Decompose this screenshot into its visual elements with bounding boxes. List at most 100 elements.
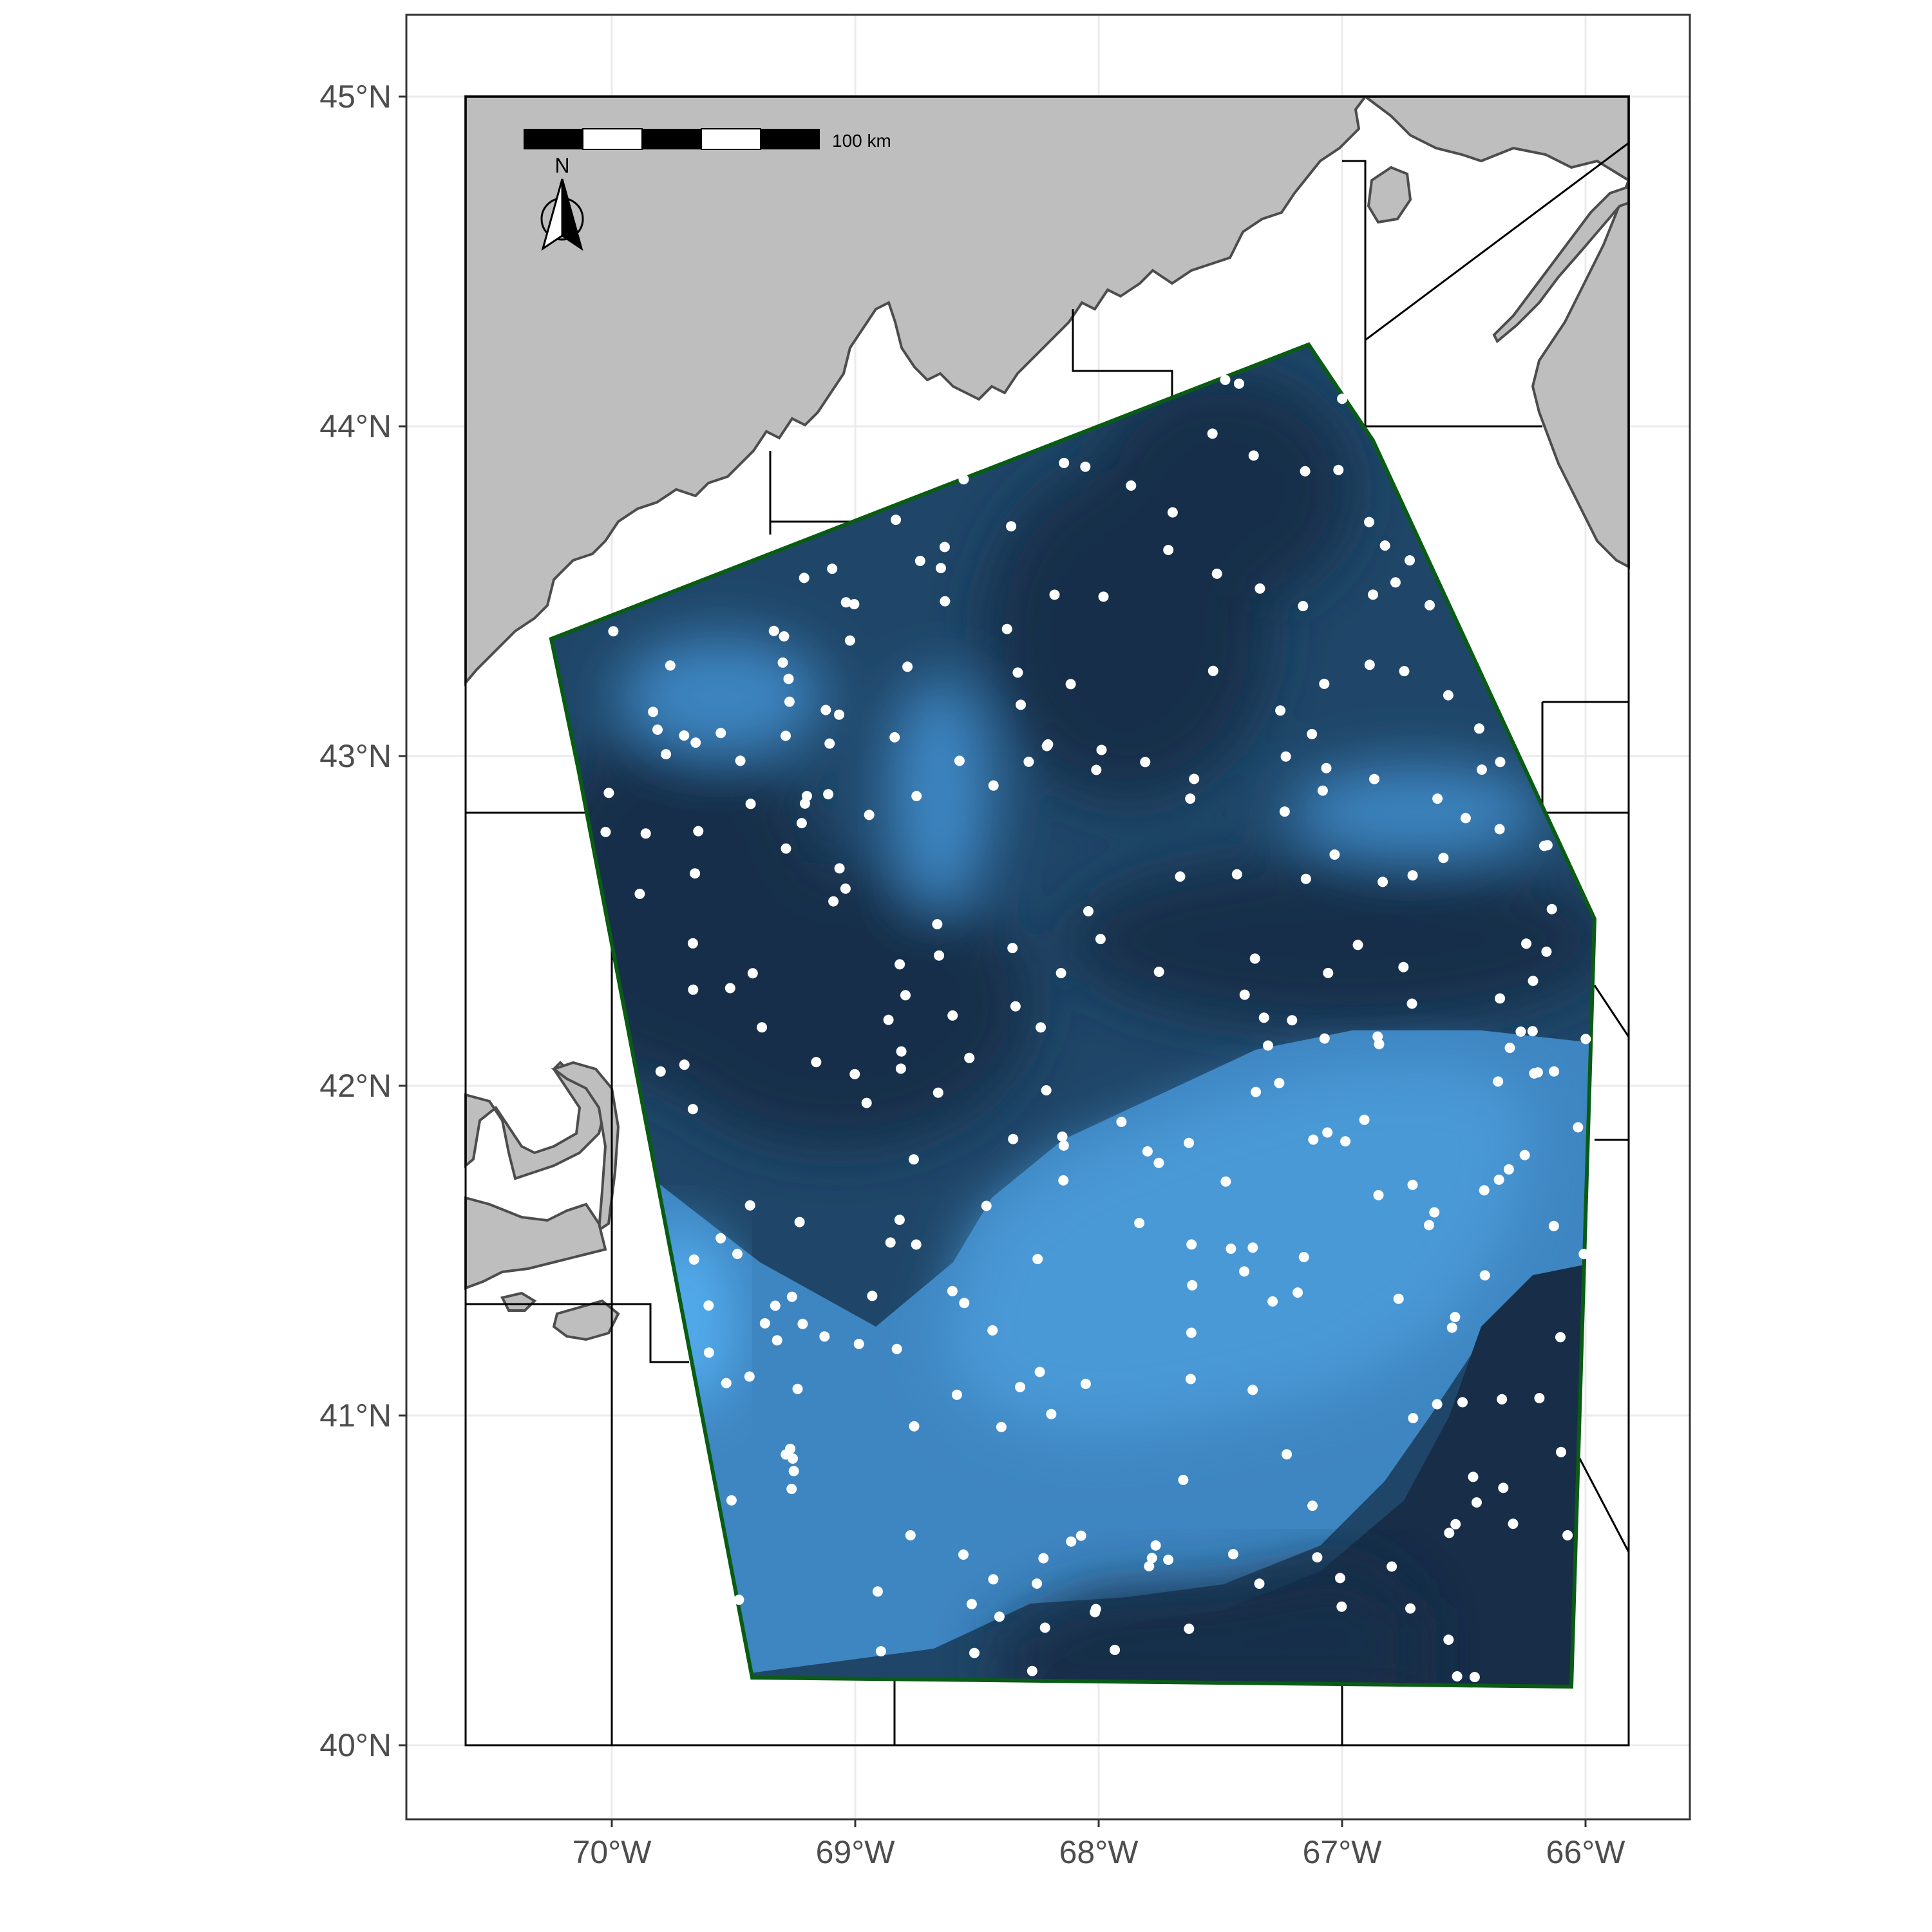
station-point (744, 1200, 755, 1211)
station-point (1016, 699, 1027, 710)
station-point (834, 709, 844, 720)
station-point (1498, 1482, 1509, 1493)
station-point (1334, 1573, 1345, 1584)
station-point (1443, 690, 1454, 701)
station-point (911, 1239, 922, 1250)
station-point (840, 883, 851, 894)
station-point (1424, 1220, 1434, 1231)
station-point (1444, 1528, 1455, 1539)
station-point (1479, 1185, 1490, 1196)
station-point (1329, 849, 1340, 860)
station-point (875, 1646, 886, 1657)
station-point (1578, 1249, 1589, 1260)
station-point (891, 1343, 902, 1354)
station-point (864, 810, 875, 820)
slope-deep-east (1018, 1262, 1595, 1687)
station-point (648, 706, 659, 717)
station-point (895, 959, 905, 970)
station-point (1110, 1645, 1121, 1655)
station-point (954, 755, 965, 766)
station-point (1573, 1122, 1584, 1133)
station-point (786, 1484, 797, 1494)
station-point (1432, 793, 1443, 804)
station-point (988, 780, 999, 791)
station-point (885, 1237, 896, 1248)
station-point (1562, 1530, 1573, 1540)
station-point (947, 1010, 958, 1021)
station-point (744, 1371, 755, 1382)
station-point (895, 1063, 906, 1074)
station-point (1006, 521, 1017, 532)
station-point (1293, 1287, 1303, 1298)
station-point (902, 661, 913, 672)
scale-bar-label: 100 km (832, 131, 891, 151)
boundary-line (1342, 160, 1367, 426)
station-point (1274, 1077, 1285, 1088)
nantucket-island (552, 1299, 620, 1341)
station-point (1184, 1137, 1195, 1148)
station-point (966, 1598, 977, 1609)
station-point (951, 1389, 962, 1400)
station-point (661, 749, 672, 760)
station-point (1300, 873, 1311, 884)
depth-zone (889, 676, 992, 908)
station-point (1208, 665, 1218, 676)
station-point (759, 1318, 770, 1329)
station-point (1300, 466, 1311, 477)
station-point (687, 938, 698, 949)
station-point (1319, 1033, 1330, 1044)
station-point (1508, 1519, 1519, 1530)
station-point (1189, 773, 1200, 784)
station-point (849, 1068, 860, 1079)
station-point (779, 631, 790, 642)
station-point (1379, 540, 1390, 551)
station-point (891, 515, 902, 526)
station-point (794, 1217, 805, 1227)
station-point (1580, 1034, 1591, 1045)
station-point (1493, 1076, 1504, 1087)
station-point (1337, 393, 1348, 404)
station-point (909, 1421, 920, 1432)
y-tick-label: 41°N (319, 1397, 392, 1434)
depth-zone (644, 863, 1030, 1146)
maine-coast-land (464, 95, 1368, 687)
station-point (1307, 728, 1318, 739)
station-point (1140, 757, 1151, 768)
station-point (1279, 806, 1290, 817)
station-point (721, 1378, 732, 1388)
station-point (784, 696, 795, 707)
station-point (1267, 1296, 1278, 1307)
station-point (1023, 756, 1034, 767)
station-point (797, 1318, 808, 1329)
station-point (1398, 961, 1409, 972)
scale-bar: 100 km (524, 128, 891, 151)
scale-segment-dark (524, 129, 583, 149)
station-point (958, 474, 969, 485)
station-point (1407, 870, 1418, 881)
station-point (981, 1200, 992, 1211)
station-point (1312, 1552, 1323, 1563)
station-point (1211, 568, 1222, 579)
station-point (1443, 1634, 1454, 1645)
station-point (905, 1530, 916, 1540)
station-point (781, 843, 791, 854)
north-arrow-icon: N (540, 154, 584, 251)
station-point (1495, 757, 1506, 768)
station-point (1438, 853, 1449, 864)
marthas-vineyard (500, 1291, 537, 1312)
x-tick-label: 70°W (573, 1834, 652, 1870)
station-point (1187, 1280, 1198, 1291)
boundary-line (1570, 1442, 1630, 1553)
station-point (1368, 589, 1378, 600)
station-point (959, 1298, 970, 1309)
x-tick-label: 66°W (1546, 1834, 1626, 1870)
station-point (996, 1421, 1007, 1432)
nova-scotia-peninsula (1492, 185, 1630, 344)
y-axis-labels: 40°N 41°N 42°N 43°N 44°N 45°N (319, 79, 392, 1763)
station-point (796, 818, 807, 829)
station-point (772, 1335, 782, 1346)
station-point (1008, 1133, 1019, 1144)
station-point (715, 1233, 726, 1244)
station-point (936, 563, 946, 574)
station-point (1450, 1519, 1461, 1530)
